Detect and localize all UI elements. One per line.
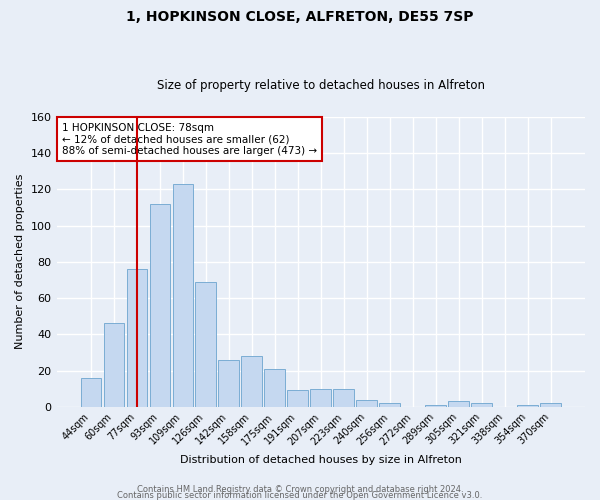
Bar xyxy=(379,403,400,407)
Bar xyxy=(287,390,308,407)
Bar xyxy=(196,282,216,407)
Bar xyxy=(310,388,331,407)
Bar xyxy=(517,405,538,407)
Bar xyxy=(149,204,170,407)
Bar xyxy=(540,403,561,407)
Bar xyxy=(334,388,354,407)
Bar xyxy=(127,269,147,407)
Y-axis label: Number of detached properties: Number of detached properties xyxy=(15,174,25,350)
Text: 1 HOPKINSON CLOSE: 78sqm
← 12% of detached houses are smaller (62)
88% of semi-d: 1 HOPKINSON CLOSE: 78sqm ← 12% of detach… xyxy=(62,122,317,156)
Bar xyxy=(448,402,469,407)
Bar xyxy=(173,184,193,407)
Bar xyxy=(265,368,285,407)
Bar xyxy=(472,403,492,407)
Text: Contains public sector information licensed under the Open Government Licence v3: Contains public sector information licen… xyxy=(118,490,482,500)
Bar xyxy=(218,360,239,407)
Title: Size of property relative to detached houses in Alfreton: Size of property relative to detached ho… xyxy=(157,79,485,92)
X-axis label: Distribution of detached houses by size in Alfreton: Distribution of detached houses by size … xyxy=(180,455,462,465)
Bar xyxy=(80,378,101,407)
Text: Contains HM Land Registry data © Crown copyright and database right 2024.: Contains HM Land Registry data © Crown c… xyxy=(137,484,463,494)
Bar xyxy=(356,400,377,407)
Bar xyxy=(425,405,446,407)
Bar xyxy=(104,324,124,407)
Text: 1, HOPKINSON CLOSE, ALFRETON, DE55 7SP: 1, HOPKINSON CLOSE, ALFRETON, DE55 7SP xyxy=(126,10,474,24)
Bar xyxy=(241,356,262,407)
